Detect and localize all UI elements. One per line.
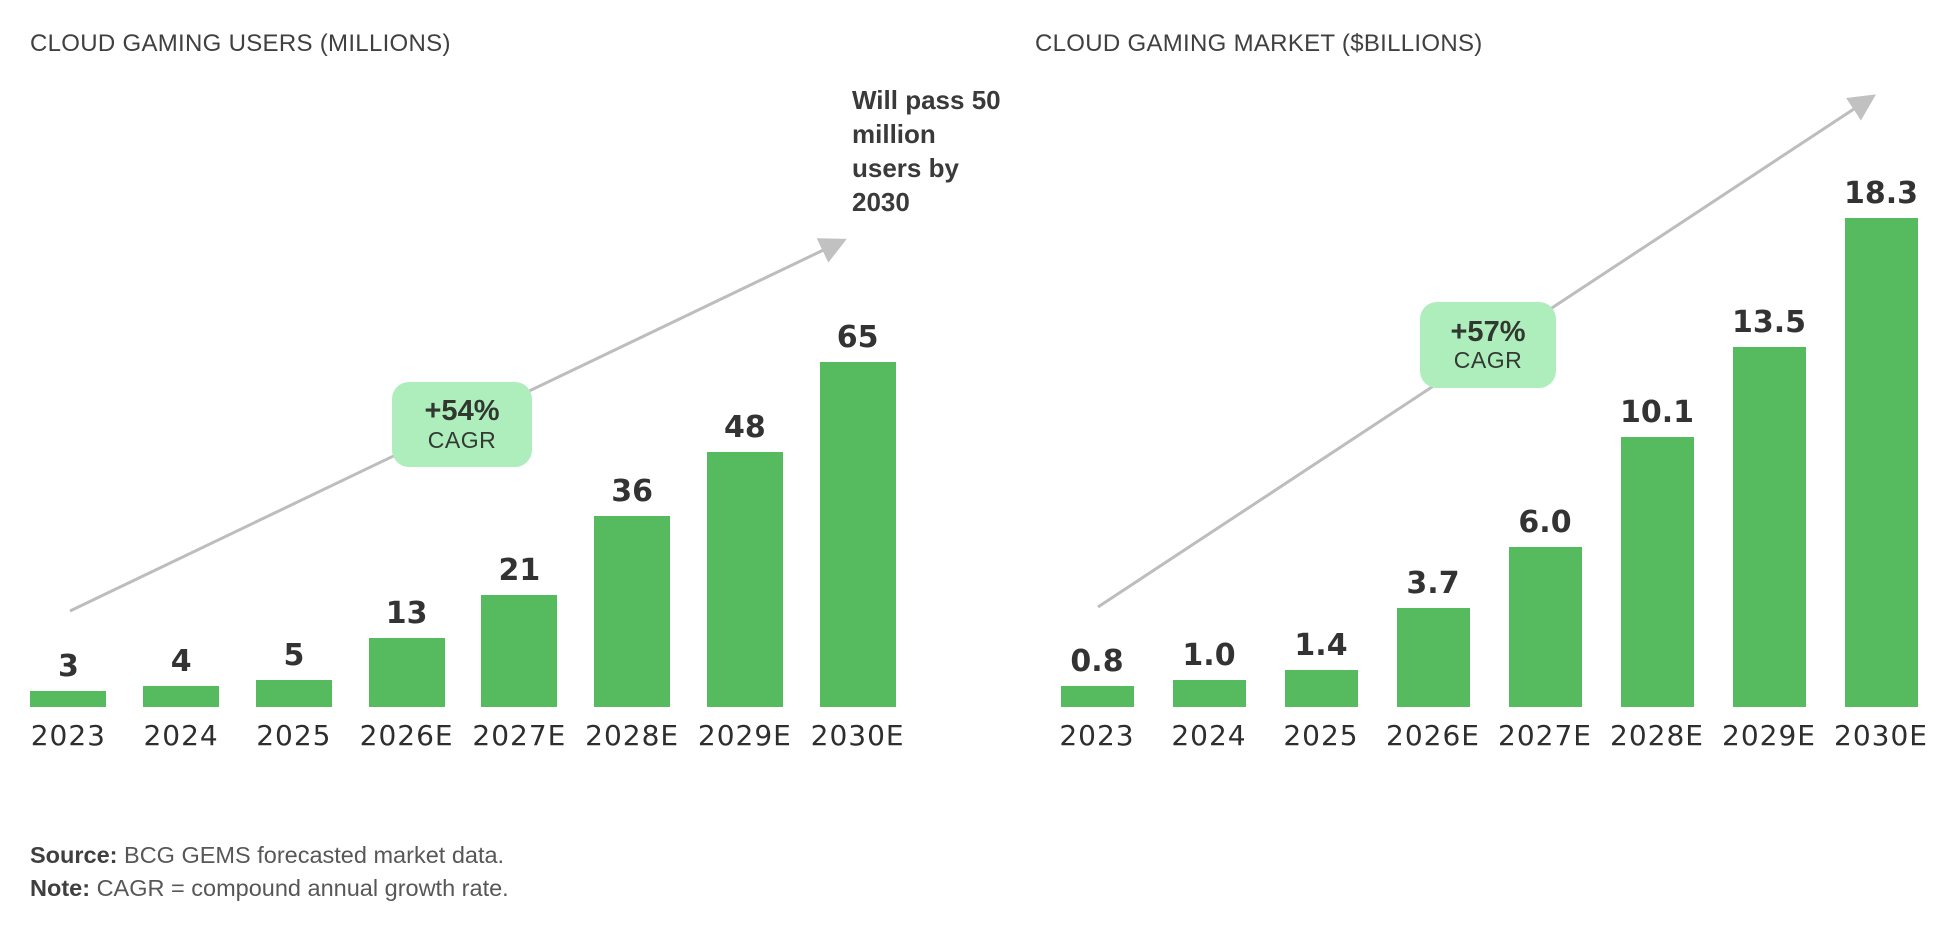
source-text: BCG GEMS forecasted market data. (117, 842, 505, 868)
x-axis-label: 2030E (810, 719, 905, 752)
bar-value-label: 13 (385, 596, 428, 631)
users-annotation: Will pass 50 million users by 2030 (852, 85, 1001, 217)
bar-value-label: 36 (611, 474, 653, 509)
bar-column: 3 (12, 649, 125, 707)
bar-value-label: 18.3 (1843, 176, 1919, 211)
x-axis-label: 2026E (1386, 719, 1480, 752)
bar-value-label: 3.7 (1406, 566, 1460, 601)
x-axis-label: 2025 (256, 719, 332, 752)
cagr-rate: +57% (1450, 315, 1526, 348)
bar (368, 638, 445, 707)
bar (706, 452, 783, 707)
bar-value-label: 10.1 (1619, 395, 1695, 430)
bar-value-label: 48 (724, 410, 766, 445)
cagr-badge-market: +57% CAGR (1420, 302, 1556, 388)
bar-value-label: 65 (836, 320, 879, 355)
bar-value-label: 3 (57, 649, 79, 684)
bar-value-label: 6.0 (1518, 505, 1572, 540)
bar-value-label: 5 (283, 638, 305, 673)
bar-column: 48 (689, 410, 802, 707)
x-axis-label: 2029E (1722, 719, 1816, 752)
cagr-rate: +54% (424, 395, 500, 428)
bar-value-label: 1.0 (1182, 638, 1236, 673)
bar-column: 21 (463, 553, 576, 707)
bar-plot-market: 0.8 1.0 1.4 3.7 6.0 10.1 13.5 18.3 (1041, 176, 1937, 707)
x-axis-users: 2023 2024 2025 2026E 2027E 2028E 2029E 2030E (12, 719, 914, 752)
bar (1284, 670, 1358, 707)
bar (819, 362, 896, 707)
bar-plot-users: 3 4 5 13 21 36 48 65 (12, 320, 914, 707)
bar (1620, 437, 1694, 707)
x-axis-label: 2024 (143, 719, 219, 752)
x-axis-label: 2029E (697, 719, 792, 752)
bar (481, 595, 558, 707)
x-axis-label: 2027E (1498, 719, 1592, 752)
x-axis-label: 2025 (1283, 719, 1359, 752)
bar-column: 6.0 (1489, 505, 1601, 707)
bar-column: 3.7 (1377, 566, 1489, 707)
bar-value-label: 13.5 (1731, 305, 1807, 340)
chart-title-users: CLOUD GAMING USERS (MILLIONS) (30, 30, 451, 57)
bar (1844, 218, 1918, 707)
cagr-label: CAGR (427, 426, 497, 453)
bar-column: 1.0 (1153, 638, 1265, 707)
bar-column: 13.5 (1713, 305, 1825, 707)
bar (594, 516, 671, 707)
bar (30, 691, 107, 707)
bar-column: 18.3 (1825, 176, 1937, 707)
bar-column: 5 (238, 638, 351, 707)
note-line: Note: CAGR = compound annual growth rate… (30, 872, 509, 905)
note-label: Note: (30, 875, 91, 901)
source-line: Source: BCG GEMS forecasted market data. (30, 839, 509, 872)
bar-column: 13 (350, 596, 463, 707)
bar (1396, 608, 1470, 707)
bar (1172, 680, 1246, 707)
bar (1732, 347, 1806, 707)
bar-column: 65 (801, 320, 914, 707)
x-axis-label: 2028E (585, 719, 680, 752)
cagr-badge-users: +54% CAGR (392, 382, 532, 467)
bar-column: 1.4 (1265, 628, 1377, 707)
bar-value-label: 1.4 (1294, 628, 1348, 663)
bar-value-label: 21 (498, 553, 541, 588)
footnote: Source: BCG GEMS forecasted market data.… (30, 839, 509, 905)
chart-title-market: CLOUD GAMING MARKET ($BILLIONS) (1035, 30, 1483, 57)
x-axis-label: 2030E (1834, 719, 1928, 752)
x-axis-label: 2028E (1610, 719, 1704, 752)
bar (143, 686, 220, 707)
bar-column: 10.1 (1601, 395, 1713, 707)
bar-column: 36 (576, 474, 689, 707)
x-axis-label: 2026E (359, 719, 454, 752)
x-axis-label: 2023 (30, 719, 106, 752)
x-axis-market: 2023 2024 2025 2026E 2027E 2028E 2029E 2030E (1041, 719, 1937, 752)
bar (255, 680, 332, 707)
bar-value-label: 0.8 (1070, 644, 1124, 679)
x-axis-label: 2027E (472, 719, 567, 752)
x-axis-label: 2023 (1059, 719, 1135, 752)
x-axis-label: 2024 (1171, 719, 1247, 752)
note-text: CAGR = compound annual growth rate. (90, 875, 509, 901)
source-label: Source: (30, 842, 118, 868)
bar-column: 4 (125, 644, 238, 707)
bar-column: 0.8 (1041, 644, 1153, 707)
bar (1508, 547, 1582, 707)
bar-value-label: 4 (170, 644, 192, 679)
cagr-label: CAGR (1453, 347, 1523, 374)
bar (1060, 686, 1134, 707)
